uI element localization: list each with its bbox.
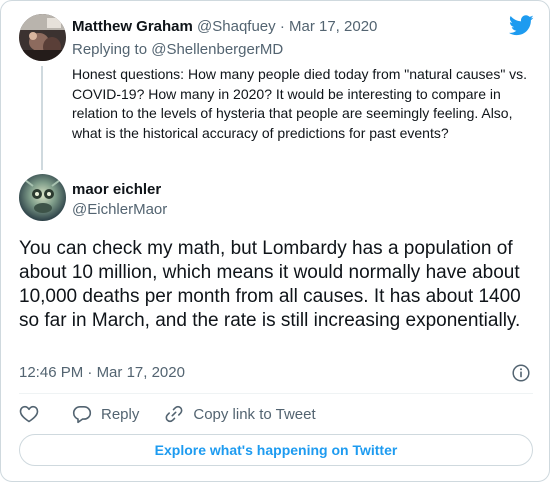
main-tweet-text: You can check my math, but Lombardy has … xyxy=(19,238,521,331)
header-separator: · xyxy=(279,18,285,35)
tweet-actions: Reply Copy link to Tweet xyxy=(19,403,316,425)
copy-link-label[interactable]: Copy link to Tweet xyxy=(193,405,316,423)
reply-tweet-header: Matthew Graham @Shaqfuey · Mar 17, 2020 xyxy=(72,18,377,35)
tweet-date[interactable]: Mar 17, 2020 xyxy=(96,364,185,381)
reply-author-handle[interactable]: @Shaqfuey xyxy=(197,18,276,35)
divider xyxy=(19,393,533,394)
tweet-timestamp[interactable]: 12:46 PM · Mar 17, 2020 xyxy=(19,364,185,381)
timestamp-separator: · xyxy=(87,364,93,381)
tweet-time[interactable]: 12:46 PM xyxy=(19,364,84,381)
main-author-handle[interactable]: @EichlerMaor xyxy=(72,201,168,218)
avatar-maor-eichler[interactable] xyxy=(19,174,66,221)
avatar-matthew-graham[interactable] xyxy=(19,14,66,61)
reply-button[interactable]: Reply xyxy=(72,405,139,424)
reply-tweet-text: Honest questions: How many people died t… xyxy=(72,66,528,141)
heart-icon xyxy=(19,405,39,423)
link-icon xyxy=(165,405,183,423)
reply-tweet-date[interactable]: Mar 17, 2020 xyxy=(289,18,378,35)
twitter-bird-icon[interactable] xyxy=(509,15,534,36)
explore-twitter-button[interactable]: Explore what's happening on Twitter xyxy=(19,434,533,466)
info-icon[interactable] xyxy=(512,364,530,382)
reply-label[interactable]: Reply xyxy=(101,405,140,423)
main-author-name[interactable]: maor eichler xyxy=(72,181,162,198)
replying-to-line: Replying to @ShellenbergerMD xyxy=(72,41,283,58)
replying-to-prefix: Replying to xyxy=(72,41,148,58)
thread-connector-line xyxy=(41,66,43,170)
like-button[interactable] xyxy=(19,405,39,423)
replying-to-handle[interactable]: @ShellenbergerMD xyxy=(151,41,284,58)
reply-author-name[interactable]: Matthew Graham xyxy=(72,18,193,35)
reply-bubble-icon xyxy=(72,405,92,423)
copy-link-button[interactable]: Copy link to Tweet xyxy=(164,404,316,424)
